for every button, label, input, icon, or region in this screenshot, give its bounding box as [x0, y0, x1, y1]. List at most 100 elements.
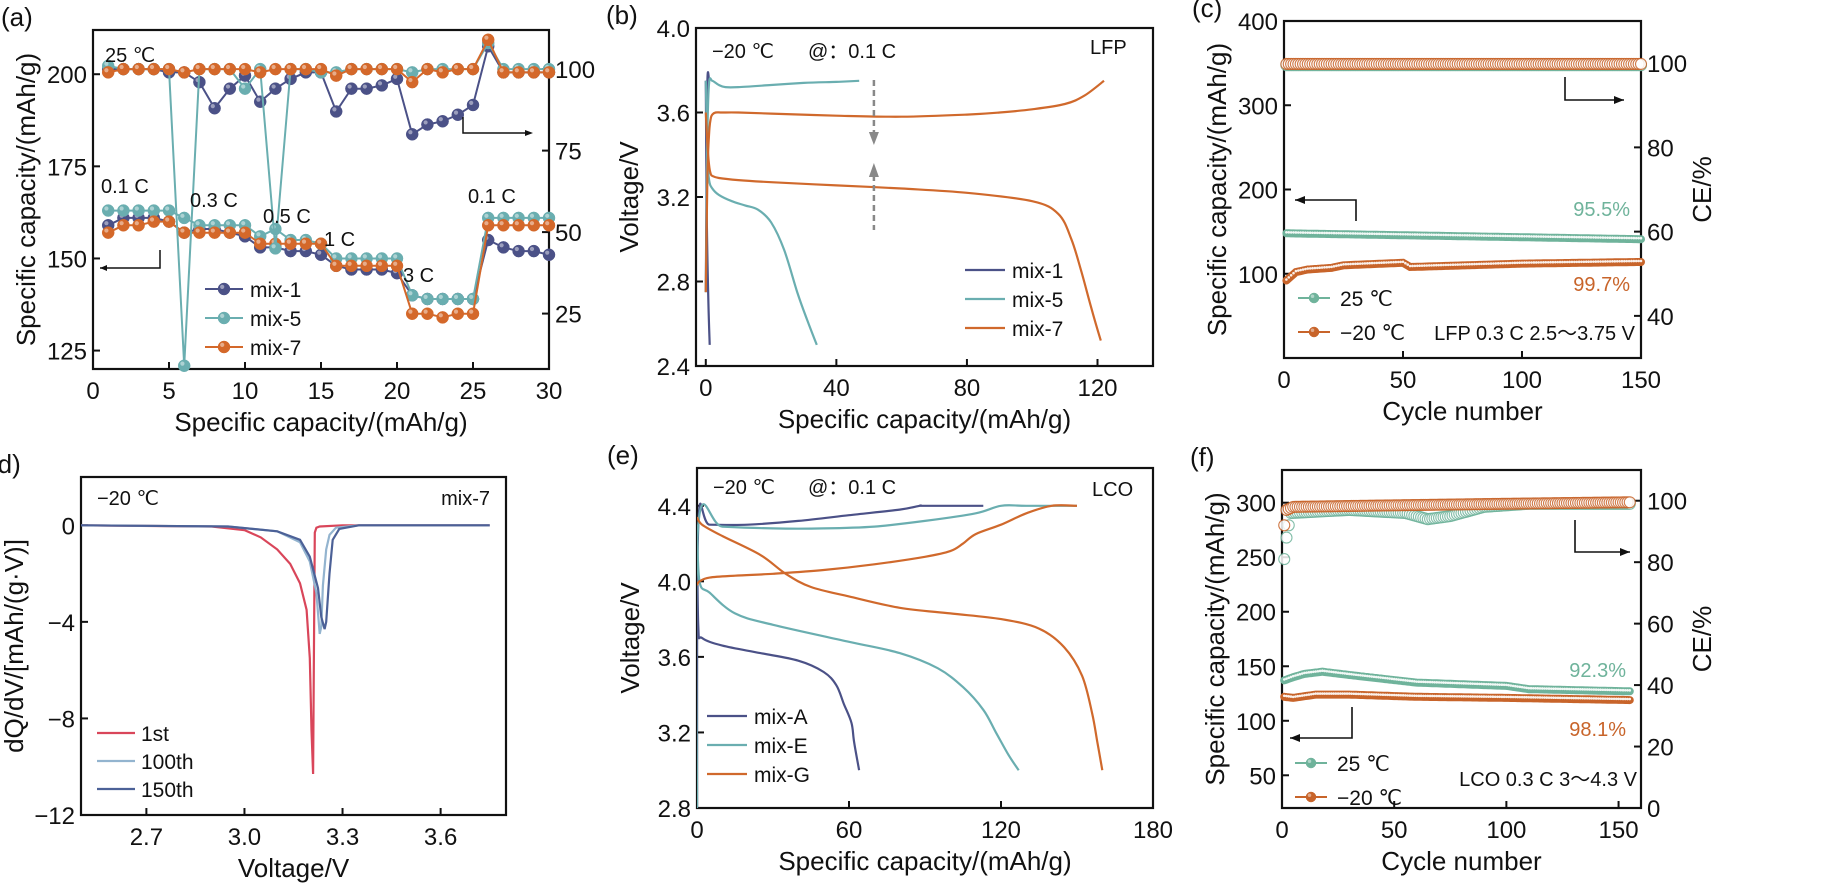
capacity-point: [1494, 262, 1498, 265]
capacity-point: [1547, 687, 1551, 690]
data-point: [345, 62, 358, 76]
capacity-point: [1501, 234, 1505, 238]
capacity-point: [1320, 231, 1324, 235]
capacity-point: [1363, 232, 1367, 235]
capacity-point: [1454, 233, 1457, 237]
capacity-point: [1417, 694, 1421, 698]
y2-tick-label: 60: [1647, 612, 1674, 639]
data-point-highlight: [134, 221, 139, 226]
capacity-point: [1536, 696, 1540, 699]
capacity-point: [1387, 232, 1391, 236]
data-point-highlight: [347, 261, 352, 266]
annotation-rate: @：0.1 C: [808, 41, 896, 63]
left-axis-arrowhead: [100, 265, 107, 271]
data-point: [147, 204, 161, 217]
capacity-point: [1489, 262, 1493, 265]
data-point-highlight: [393, 74, 398, 79]
test-condition: LFP 0.3 C 2.5～3.75 V: [1434, 323, 1636, 345]
capacity-point: [1296, 673, 1300, 677]
capacity-point: [1455, 681, 1459, 685]
capacity-point: [1606, 688, 1609, 692]
data-point: [345, 82, 358, 95]
capacity-point: [1536, 687, 1540, 690]
data-point-highlight: [180, 213, 185, 218]
panel-d: 2.7 3.0 3.3 3.6 −12 −8 −4 0 Voltage/V dQ/dV/[mAh/…: [0, 449, 508, 883]
capacity-point: [1304, 231, 1307, 234]
capacity-point: [1422, 694, 1425, 698]
data-point: [375, 79, 389, 92]
capacity-point: [1390, 693, 1394, 697]
x-tick-label: 50: [1381, 817, 1408, 844]
capacity-point: [1573, 260, 1576, 264]
capacity-point: [1358, 232, 1362, 235]
capacity-point: [1592, 697, 1596, 700]
capacity-point: [1617, 688, 1620, 692]
data-point: [162, 62, 176, 76]
capacity-point: [1623, 259, 1626, 263]
capacity-point: [1567, 687, 1571, 691]
capacity-point: [1381, 693, 1385, 696]
legend-label: 25 ℃: [1340, 288, 1393, 311]
capacity-point: [1423, 264, 1426, 267]
capacity-point: [1475, 695, 1479, 698]
capacity-point: [1316, 266, 1319, 270]
capacity-point: [1335, 231, 1338, 235]
capacity-point: [1289, 675, 1293, 679]
capacity-point: [1544, 261, 1548, 264]
data-point: [147, 215, 161, 228]
data-point: [117, 219, 130, 232]
capacity-point: [1442, 233, 1445, 237]
capacity-point: [1454, 263, 1457, 266]
capacity-point: [1540, 687, 1544, 690]
data-point-highlight: [469, 309, 474, 314]
capacity-point: [1308, 231, 1312, 235]
capacity-point: [1342, 231, 1345, 235]
capacity-point: [1309, 692, 1313, 696]
capacity-point: [1413, 264, 1417, 268]
capacity-point: [1612, 688, 1616, 692]
capacity-point: [1561, 260, 1564, 264]
capacity-point: [1451, 694, 1454, 698]
capacity-point: [1449, 263, 1452, 267]
data-point: [512, 219, 525, 232]
capacity-point: [1634, 236, 1638, 240]
y-tick-label: 4.4: [658, 494, 691, 521]
capacity-point: [1620, 259, 1624, 263]
capacity-point: [1430, 233, 1433, 237]
capacity-point: [1615, 259, 1619, 263]
data-point: [238, 62, 252, 76]
x-tick-label: 0: [690, 817, 703, 844]
series-curve: [704, 79, 1105, 293]
capacity-point: [1587, 260, 1590, 263]
capacity-point: [1327, 692, 1331, 695]
capacity-point: [1625, 236, 1629, 240]
capacity-point: [1456, 233, 1460, 237]
series-mix-a: [697, 502, 984, 808]
capacity-point: [1385, 261, 1388, 264]
capacity-point: [1623, 688, 1627, 692]
capacity-point: [1287, 231, 1291, 234]
data-point-highlight: [210, 228, 215, 233]
capacity-point: [1394, 260, 1398, 264]
capacity-point: [1327, 265, 1331, 269]
capacity-point: [1608, 260, 1612, 263]
capacity-point: [1392, 693, 1396, 697]
capacity-point: [1500, 695, 1504, 699]
data-point: [314, 237, 328, 250]
capacity-point: [1432, 233, 1436, 237]
series-curve: [697, 504, 1078, 586]
capacity-point: [1585, 697, 1589, 700]
capacity-point: [1549, 696, 1553, 699]
capacity-point: [1597, 697, 1600, 700]
capacity-point: [1404, 694, 1407, 697]
legend-marker: [217, 282, 231, 296]
capacity-point: [1491, 683, 1495, 686]
capacity-point: [1527, 695, 1531, 699]
capacity-point: [1580, 235, 1583, 239]
capacity-point: [1336, 671, 1340, 674]
capacity-point: [1558, 235, 1562, 239]
capacity-point: [1323, 669, 1326, 673]
y-tick-label: 4.0: [657, 16, 690, 43]
legend-label: mix-7: [1012, 318, 1063, 341]
annotation: 25 ℃: [105, 45, 155, 67]
